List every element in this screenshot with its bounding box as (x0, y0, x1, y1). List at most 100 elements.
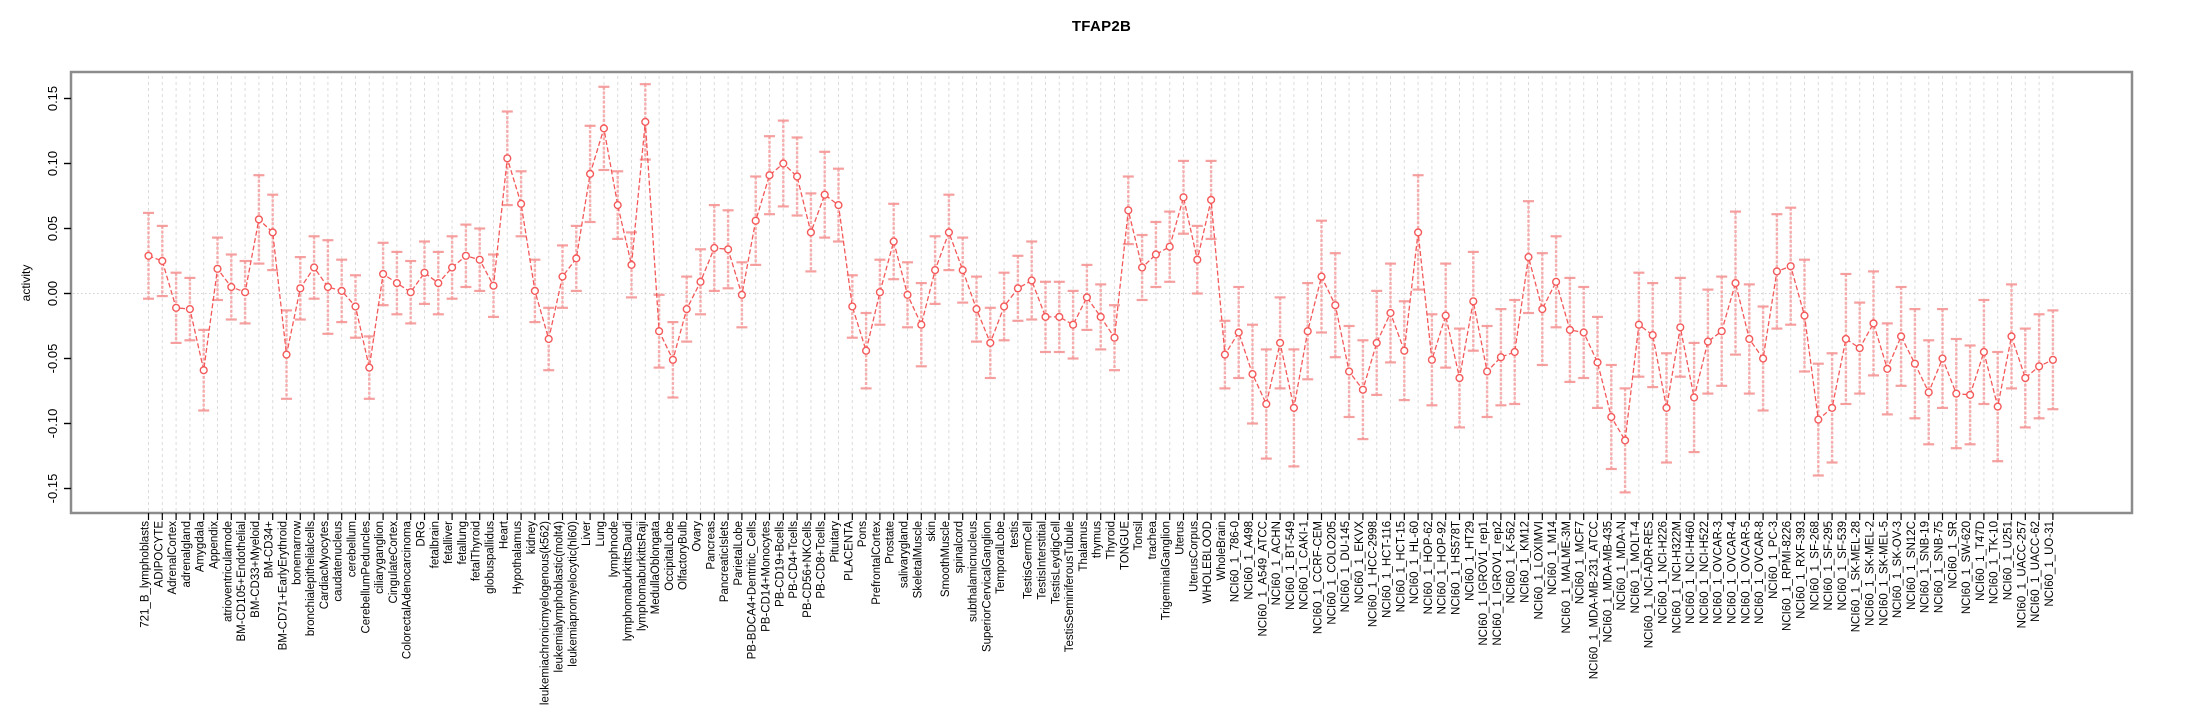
data-point (1510, 347, 1519, 357)
x-tick-label: skin (926, 521, 938, 541)
x-tick-label: AdrenalCortex (167, 521, 179, 595)
x-tick-label: NCI60_1_RPMI-8226 (1782, 521, 1794, 631)
data-point (585, 169, 595, 179)
data-point (406, 288, 415, 297)
x-tick-label: NCI60_1_SNB-19 (1920, 521, 1932, 613)
data-point (268, 228, 277, 237)
data-point (806, 228, 816, 237)
data-point (792, 172, 802, 181)
x-tick-label: Prostate (885, 521, 897, 564)
data-point (1275, 338, 1285, 348)
data-point (1124, 206, 1133, 215)
data-point (503, 154, 512, 163)
x-tick-label: NCI60_1_SK-MEL-5 (1878, 521, 1890, 626)
x-tick-label: SuperiorCervicalGanglion (981, 521, 993, 652)
x-tick-label: Ovary (692, 521, 704, 552)
data-point (1082, 293, 1092, 302)
y-tick-label: 0.05 (45, 216, 60, 241)
x-tick-label: NCI60_1_EKVX (1354, 521, 1366, 604)
x-tick-label: BM-CD33+Myeloid (250, 521, 262, 618)
data-point (1869, 319, 1878, 328)
x-tick-label: DRG (416, 521, 428, 547)
data-point (489, 281, 498, 290)
data-point (723, 245, 733, 254)
x-tick-label: cerebellum (347, 521, 359, 577)
data-point (1262, 399, 1271, 409)
data-point (2007, 332, 2016, 341)
y-tick-label: 0.10 (45, 151, 60, 176)
data-point (1427, 355, 1437, 364)
x-tick-label: BM-CD71+EarlyErythroid (278, 521, 290, 650)
x-tick-label: Lung (595, 521, 607, 547)
x-tick-label: BM-CD34+ (264, 521, 276, 578)
y-tick-label: -0.15 (45, 474, 60, 504)
x-tick-label: NCI60_1_HOP-92 (1437, 521, 1449, 614)
x-tick-label: thymus (1092, 521, 1104, 558)
data-point (1289, 403, 1299, 413)
data-point (1110, 333, 1119, 342)
data-point (1386, 308, 1395, 318)
data-point (1993, 402, 2002, 411)
x-tick-label: NCI60_1_OVCAR-5 (1740, 521, 1752, 624)
data-point (1703, 337, 1713, 346)
x-tick-label: NCI60_1_HCC-2998 (1368, 521, 1380, 627)
data-point (1055, 312, 1064, 322)
data-point (1524, 253, 1533, 262)
data-point (1841, 334, 1851, 344)
x-tick-label: SkeletalMuscle (912, 521, 924, 598)
x-tick-label: 721_B_lymphoblasts (140, 521, 152, 628)
y-tick-label: 0.15 (45, 86, 60, 111)
data-point (972, 305, 981, 314)
x-tick-label: lymphomaburkittsRaji (636, 521, 648, 631)
data-point (765, 171, 774, 180)
data-point (1303, 327, 1312, 336)
x-tick-label: CerebellumPeduncles (360, 521, 372, 634)
x-tick-label: Appendix (209, 521, 221, 569)
y-tick-label: 0.00 (45, 281, 60, 306)
x-tick-label: Pancreas (705, 521, 717, 570)
x-tick-label: NCI60_1_PC-3 (1768, 521, 1780, 599)
x-tick-label: Thalamus (1078, 521, 1090, 572)
x-tick-label: Pons (857, 521, 869, 547)
x-tick-label: NCI60_1_786-0 (1230, 521, 1242, 602)
data-point (1538, 305, 1547, 314)
x-tick-label: Amygdala (195, 520, 207, 572)
data-point (516, 199, 526, 208)
x-tick-label: PLACENTA (843, 521, 855, 581)
data-point (2048, 355, 2058, 364)
x-tick-label: NCI60_1_OVCAR-8 (1754, 521, 1766, 624)
x-tick-label: NCI60_1_UO-31 (2044, 521, 2056, 607)
data-point (1234, 328, 1243, 337)
x-tick-label: NCI60_1_IGROV1_rep1 (1478, 521, 1490, 646)
data-point (1137, 263, 1147, 272)
x-tick-label: CingulateCortex (388, 521, 400, 604)
x-tick-label: NCI60_1_SF-539 (1837, 521, 1849, 611)
data-point (254, 215, 264, 224)
x-tick-label: Liver (581, 521, 593, 546)
x-tick-label: lymphomaburkittsDaudi (623, 521, 635, 641)
x-tick-label: NCI60_1_BT-549 (1285, 521, 1297, 610)
x-tick-label: NCI60_1_HL-60 (1409, 521, 1421, 604)
data-point (1662, 403, 1671, 413)
x-tick-label: NCI60_1_SW-620 (1961, 521, 1973, 614)
data-point (696, 277, 705, 286)
x-tick-label: PB-CD19+Bcells (774, 521, 786, 607)
x-tick-label: NCI60_1_MOLT-4 (1630, 520, 1642, 613)
x-tick-label: Uterus (1175, 521, 1187, 555)
data-point (1758, 354, 1768, 363)
data-point (1317, 272, 1326, 281)
data-point (1151, 250, 1161, 259)
data-point (323, 282, 333, 292)
data-point (1965, 390, 1975, 400)
x-tick-label: NCI60_1_TK-10 (1989, 521, 2001, 604)
data-point (1883, 364, 1892, 374)
data-point (1179, 193, 1188, 202)
data-point (1924, 388, 1933, 397)
data-point (310, 263, 319, 272)
data-point (1565, 325, 1575, 335)
x-tick-label: ParietalLobe (733, 521, 745, 586)
x-tick-label: testis (1009, 521, 1021, 548)
data-point (1096, 312, 1105, 322)
x-tick-label: NCI60_1_NCI-H522 (1699, 521, 1711, 624)
